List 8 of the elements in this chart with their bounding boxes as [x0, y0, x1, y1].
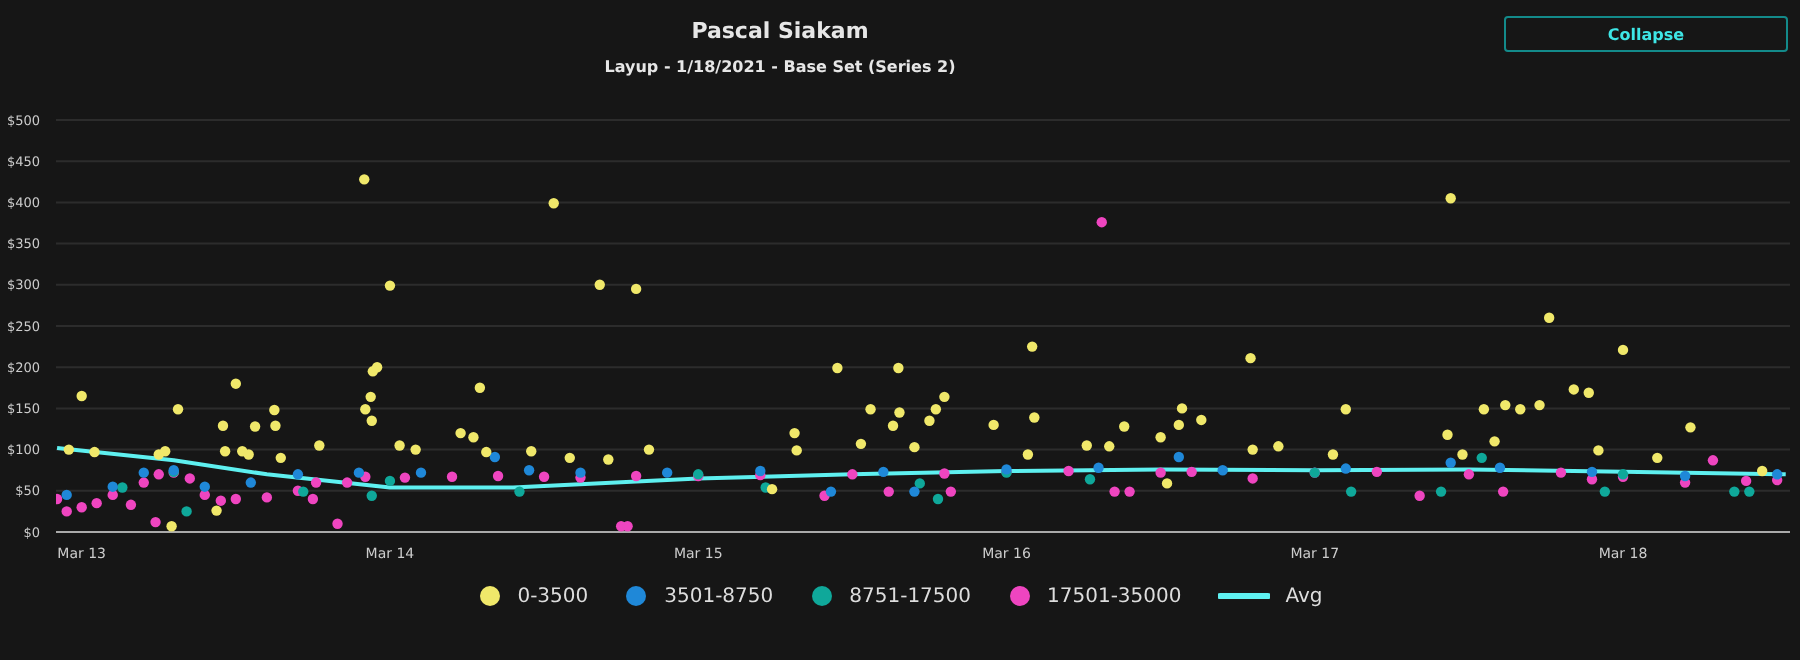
chart-title: Pascal Siakam	[689, 18, 871, 44]
legend-label: 8751-17500	[849, 585, 972, 607]
legend-label: 3501-8750	[664, 585, 774, 607]
legend-label: 17501-35000	[1047, 585, 1182, 607]
collapse-button: Collapse	[1504, 16, 1788, 52]
chart-subtitle: Layup - 1/18/2021 - Base Set (Series 2)	[602, 58, 958, 76]
legend-label: Avg	[1285, 585, 1323, 607]
legend-label: 0-3500	[517, 585, 589, 607]
